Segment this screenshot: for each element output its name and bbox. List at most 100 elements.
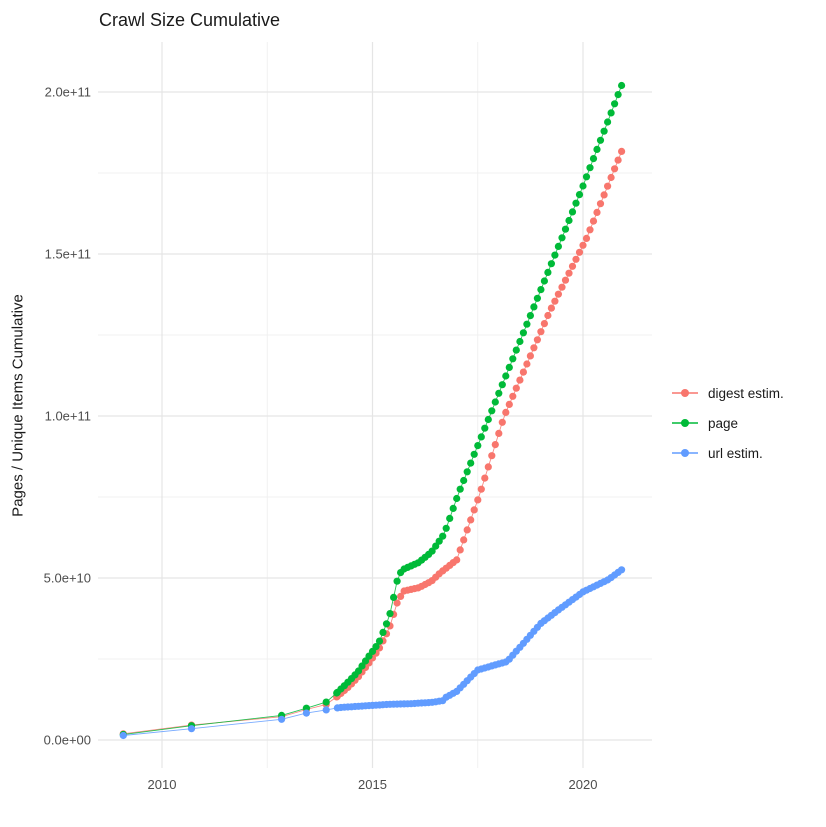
data-point <box>575 248 584 256</box>
data-point <box>428 547 436 555</box>
legend-item-url: url estim. <box>672 438 784 468</box>
data-point <box>477 433 485 441</box>
data-point <box>456 485 464 493</box>
data-point <box>604 118 612 126</box>
legend-item-digest: digest estim. <box>672 378 784 408</box>
data-point <box>519 368 528 376</box>
data-point <box>119 731 127 740</box>
x-tick-label: 2010 <box>148 777 177 792</box>
data-point <box>463 468 471 476</box>
data-point <box>537 286 545 294</box>
data-point <box>354 667 363 675</box>
data-point <box>540 277 549 285</box>
data-point <box>460 476 468 485</box>
data-point <box>446 514 454 523</box>
data-point <box>187 725 196 733</box>
y-tick-label: 5.0e+10 <box>44 571 91 586</box>
data-point <box>523 320 531 328</box>
data-point <box>533 336 542 344</box>
data-point <box>460 536 468 544</box>
data-point <box>516 376 524 384</box>
data-point <box>533 294 542 302</box>
data-point <box>618 566 626 574</box>
data-point <box>544 268 552 276</box>
chart-title: Crawl Size Cumulative <box>99 10 281 30</box>
data-point <box>512 384 520 392</box>
data-point <box>547 304 556 312</box>
data-point <box>565 216 573 225</box>
data-point <box>604 182 612 190</box>
data-point <box>582 173 591 181</box>
data-point <box>589 155 598 163</box>
data-point <box>505 363 513 371</box>
data-point <box>516 337 524 346</box>
data-point <box>322 698 330 706</box>
data-point <box>593 208 601 216</box>
data-point <box>382 620 391 628</box>
legend-label: page <box>708 415 739 431</box>
data-point <box>519 329 528 337</box>
y-tick-label: 2.0e+11 <box>45 85 91 100</box>
data-point <box>551 251 559 259</box>
data-point <box>375 637 384 645</box>
data-point <box>467 516 475 524</box>
data-point <box>561 276 570 284</box>
data-point <box>481 424 489 432</box>
data-point <box>526 352 535 360</box>
data-point <box>435 537 443 545</box>
data-point <box>589 217 598 225</box>
data-point <box>474 442 482 450</box>
data-point <box>502 408 510 416</box>
data-point <box>579 182 587 190</box>
data-point <box>397 592 405 601</box>
data-point <box>558 283 566 291</box>
data-point <box>526 312 535 320</box>
data-point <box>530 303 538 311</box>
data-point <box>477 485 485 493</box>
data-point <box>537 328 545 336</box>
y-tick-label: 1.5e+11 <box>45 247 91 262</box>
data-point <box>390 593 398 602</box>
data-point <box>611 100 619 108</box>
data-point <box>439 532 447 540</box>
data-point <box>484 415 492 424</box>
data-point <box>530 344 538 352</box>
legend-item-page: page <box>672 408 784 438</box>
legend-label: digest estim. <box>708 385 784 401</box>
data-point <box>600 191 608 199</box>
data-point <box>568 262 577 270</box>
data-series <box>119 81 626 740</box>
data-point <box>547 260 556 268</box>
data-point <box>491 441 499 449</box>
data-point <box>442 524 450 532</box>
data-point <box>484 463 492 471</box>
data-point <box>607 173 615 182</box>
data-point <box>586 226 594 234</box>
data-point <box>379 628 387 637</box>
data-point <box>322 706 330 714</box>
data-point <box>607 109 615 117</box>
x-tick-labels: 2010 2015 2020 <box>148 777 598 792</box>
data-point <box>509 392 517 400</box>
x-tick-label: 2020 <box>569 777 598 792</box>
data-point <box>481 474 489 482</box>
y-tick-label: 1.0e+11 <box>45 409 91 424</box>
data-point <box>586 164 594 172</box>
series-page <box>119 81 626 739</box>
data-point <box>302 709 310 717</box>
data-point <box>474 496 482 504</box>
legend: digest estim. page url estim. <box>672 378 784 468</box>
data-point <box>523 360 531 368</box>
y-tick-labels: 0.0e+00 5.0e+10 1.0e+11 1.5e+11 2.0e+11 <box>44 85 91 748</box>
legend-label: url estim. <box>708 445 763 461</box>
data-point <box>614 156 622 164</box>
data-point <box>470 506 478 514</box>
data-point <box>540 320 549 328</box>
data-point <box>449 504 457 512</box>
data-point <box>554 242 563 250</box>
data-point <box>502 372 510 380</box>
data-point <box>453 494 461 503</box>
legend-key-url-icon <box>672 446 698 460</box>
